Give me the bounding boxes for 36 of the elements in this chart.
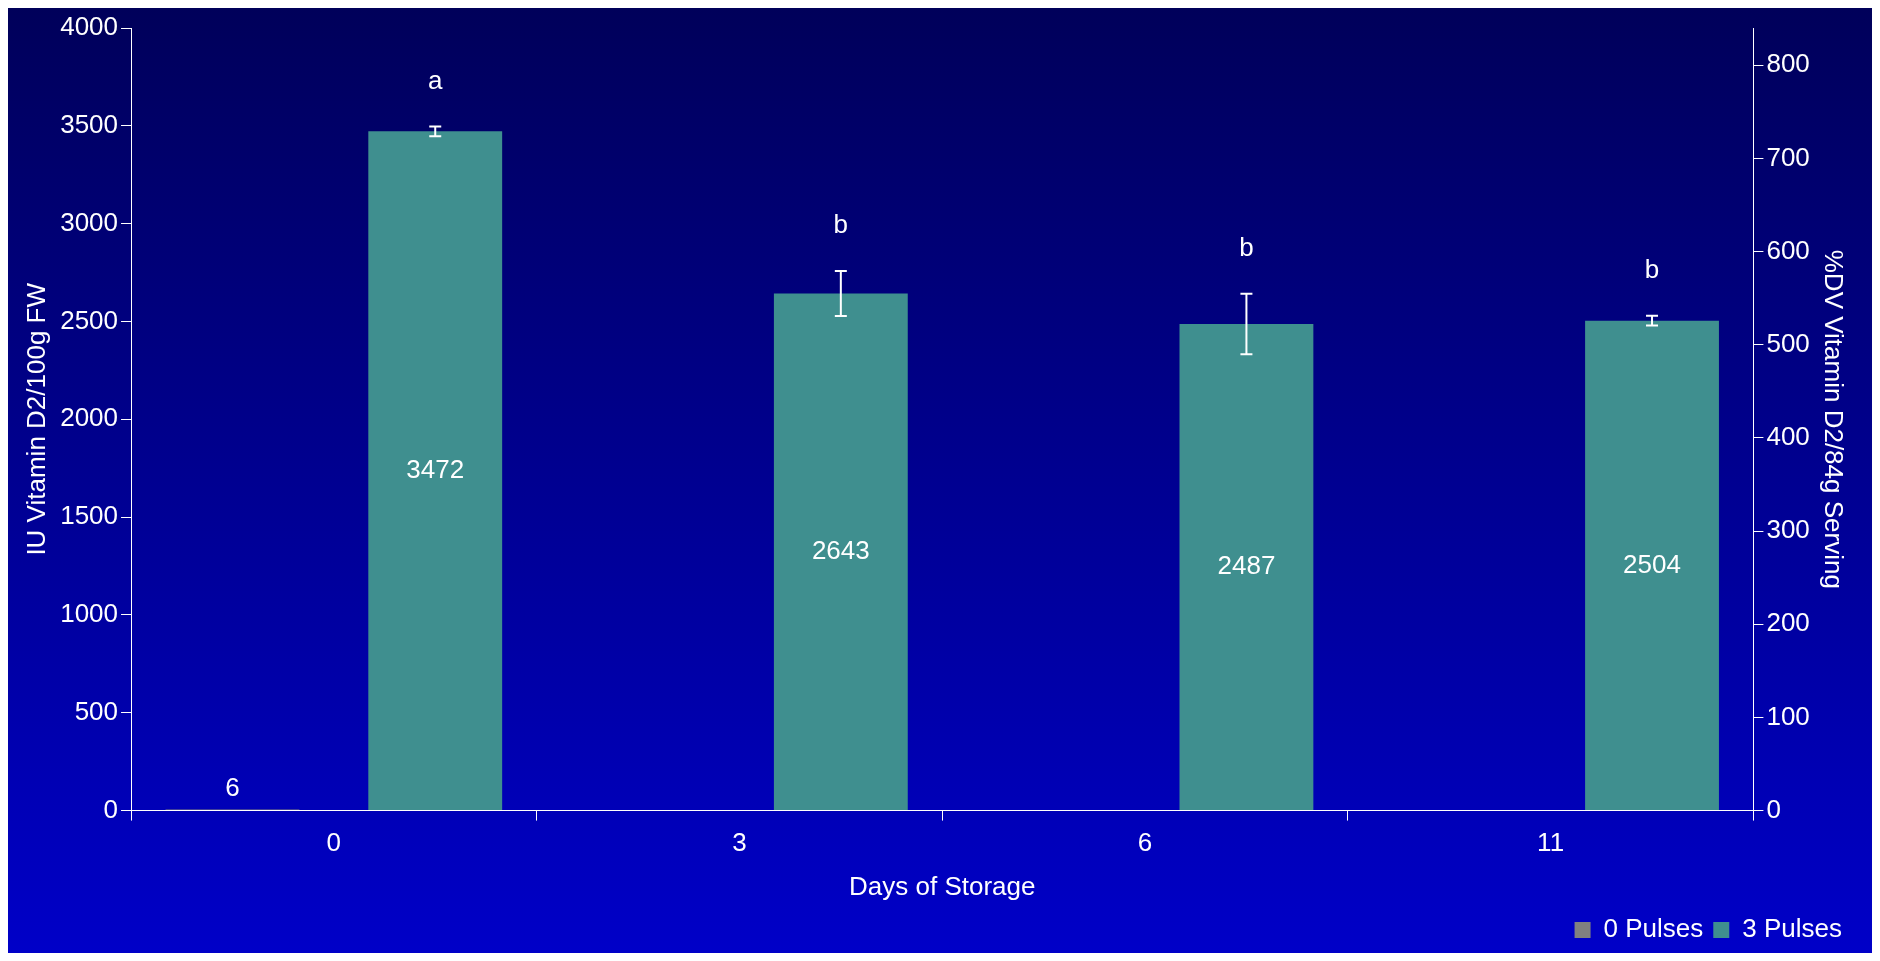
annotation: a [428, 64, 443, 95]
data-label: 6 [225, 771, 240, 802]
y2-tick-label: 100 [1766, 700, 1810, 731]
y-tick-label: 4000 [60, 11, 119, 42]
y2-axis-title: %DV Vitamin D2/84g Serving [1819, 249, 1850, 589]
y-tick-label: 1500 [60, 500, 119, 531]
y2-tick-label: 500 [1766, 327, 1810, 358]
legend-label: 3 Pulses [1742, 913, 1843, 944]
y-tick-label: 500 [74, 695, 119, 726]
data-label: 2487 [1217, 550, 1276, 581]
y-tick-label: 2000 [60, 402, 119, 433]
data-label: 2504 [1623, 548, 1681, 579]
y2-tick-label: 800 [1766, 48, 1810, 79]
y2-tick-label: 200 [1766, 607, 1810, 638]
x-tick-label: 3 [732, 827, 747, 858]
x-axis-title: Days of Storage [849, 870, 1036, 901]
y-axis-title: IU Vitamin D2/100g FW [20, 282, 51, 556]
y-tick-label: 3500 [60, 109, 119, 139]
y2-tick-label: 600 [1766, 234, 1810, 265]
data-label: 2643 [811, 534, 870, 565]
x-tick-label: 0 [326, 827, 342, 858]
y2-tick-label: 0 [1766, 793, 1781, 824]
y-tick-label: 0 [103, 793, 119, 824]
x-tick-label: 11 [1537, 827, 1565, 858]
y-tick-label: 2500 [60, 304, 119, 335]
x-tick-label: 6 [1137, 827, 1153, 858]
legend-label: 0 Pulses [1603, 913, 1704, 944]
y2-tick-label: 400 [1766, 421, 1810, 452]
y2-tick-label: 300 [1766, 514, 1810, 545]
annotation: b [1644, 253, 1660, 284]
y2-tick-label: 700 [1766, 141, 1810, 172]
y-tick-label: 1000 [60, 598, 119, 629]
annotation: b [1239, 231, 1254, 262]
annotation: b [833, 209, 849, 240]
y-tick-label: 3000 [60, 206, 119, 237]
data-label: 3472 [406, 453, 465, 484]
